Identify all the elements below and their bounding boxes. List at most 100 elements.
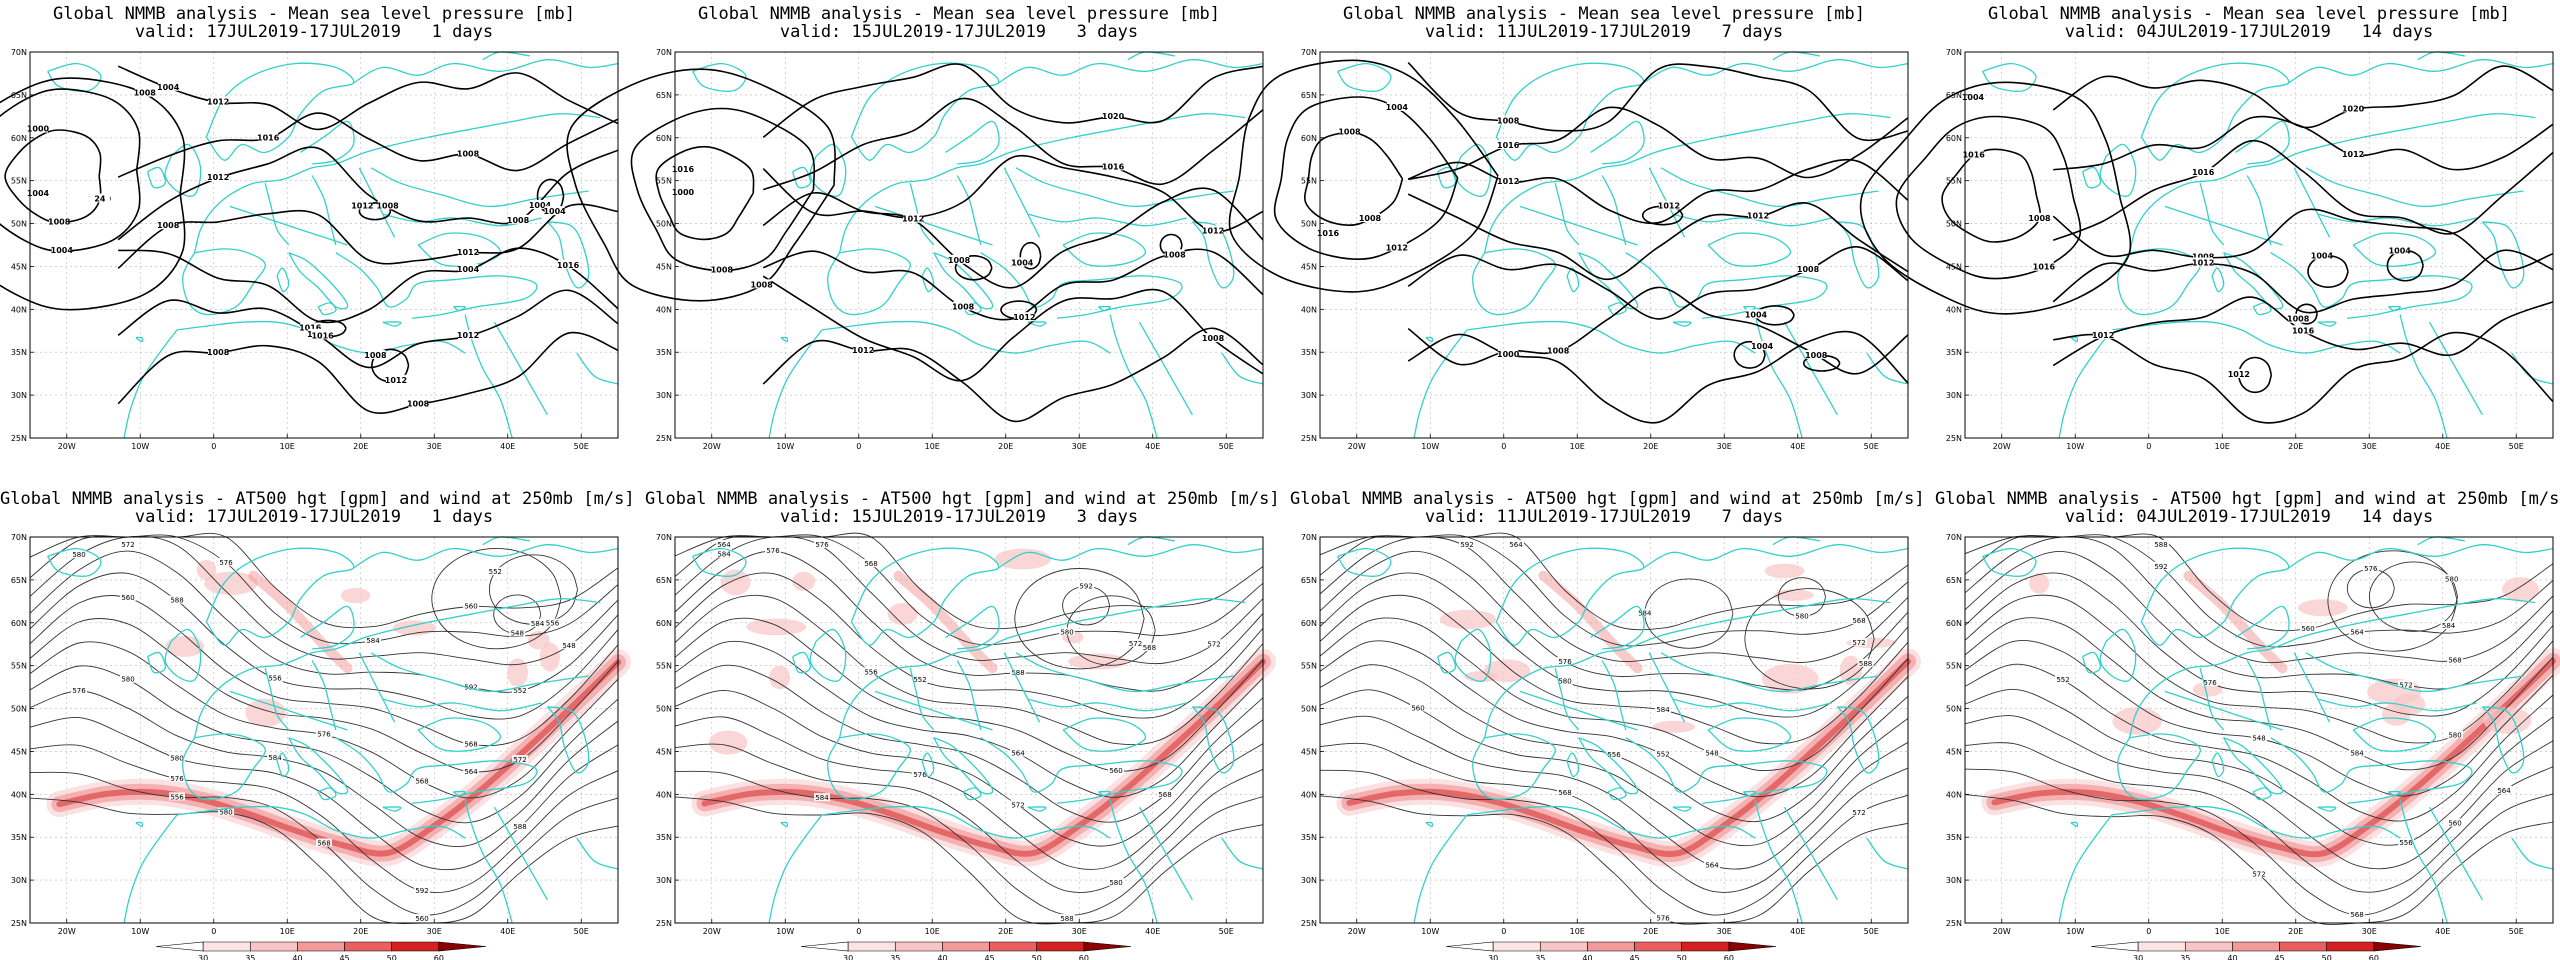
coastline: [464, 799, 513, 924]
plot-area: [30, 52, 618, 438]
label-bg: [765, 546, 781, 555]
isobar-labels: 1008 1012 1016 1008 1016 1012 1012 1008 1008 1000…: [1317, 101, 1828, 360]
label-bg: [1386, 242, 1407, 252]
lat-tick-label: 40N: [1946, 790, 1962, 799]
label-bg: [1059, 914, 1075, 922]
coastline: [146, 651, 167, 674]
lat-tick-label: 50N: [1946, 705, 1962, 714]
isobar-label: 1012: [351, 201, 373, 210]
coastline: [780, 336, 789, 343]
lat-tick-label: 45N: [1301, 262, 1317, 271]
coastline: [1109, 314, 1158, 439]
colorbar-swatch: [800, 941, 849, 952]
coastline: [1483, 113, 1891, 253]
label-bg: [716, 540, 732, 548]
coastline: [1519, 690, 1638, 731]
lon-tick-label: 0: [211, 442, 216, 451]
coastline: [998, 544, 1264, 569]
isobar-label: 1004: [2311, 251, 2334, 260]
lon-tick-label: 50E: [1864, 927, 1879, 936]
isobar-label: 1008: [2028, 214, 2051, 223]
contour-labels: 560 564 568 572 576 580 584 548 552 556 560 564 568 5…: [2055, 540, 2512, 919]
coastline: [2388, 790, 2401, 797]
height-contour: [1319, 617, 1909, 771]
lat-tick-label: 35N: [11, 833, 27, 842]
label-bg: [903, 213, 924, 223]
lat-tick-label: 55N: [11, 662, 27, 671]
coastlines: [47, 51, 619, 439]
colorbar-label: 30: [843, 954, 853, 960]
lat-tick-label: 30N: [1301, 876, 1317, 885]
lon-tick-label: 10W: [2066, 927, 2084, 936]
label-bg: [1557, 676, 1573, 685]
lon-tick-label: 50E: [574, 442, 589, 451]
coastline: [2070, 821, 2079, 828]
coastline: [2111, 805, 2401, 839]
contour-label: 556: [2399, 839, 2413, 847]
lat-tick-label: 35N: [656, 833, 672, 842]
coastline: [123, 329, 178, 439]
jet-band: [1991, 658, 2556, 858]
lat-tick-label: 30N: [656, 391, 672, 400]
height-contour: [1319, 769, 1909, 916]
coastline: [193, 113, 601, 253]
lon-tick-label: 20E: [1643, 442, 1658, 451]
colorbar: 30 35 40 45 50 60: [155, 941, 487, 960]
lon-tick-label: 50E: [1219, 442, 1234, 451]
isobar-label: 1000: [1497, 350, 1520, 359]
coastline: [827, 248, 911, 316]
label-bg: [1606, 750, 1622, 759]
label-bg: [2300, 623, 2316, 632]
colorbar-label: 50: [1677, 954, 1687, 960]
lat-tick-label: 65N: [1301, 91, 1317, 100]
coastline: [827, 733, 911, 801]
panel-mslp-14d: Global NMMB analysis - Mean sea level pr…: [1859, 0, 2560, 470]
label-bg: [2055, 675, 2071, 684]
coastline: [2270, 252, 2473, 319]
isobar: [762, 97, 1264, 191]
coastline: [2117, 248, 2201, 316]
label-bg: [1108, 877, 1124, 886]
coastline: [1472, 248, 1556, 316]
label-bg: [2447, 730, 2463, 739]
panel-subtitle: valid: 15JUL2019-17JUL2019 3 days: [779, 507, 1139, 527]
coastline: [288, 252, 349, 310]
lat-tick-label: 25N: [11, 919, 27, 928]
label-bg: [2193, 251, 2214, 261]
wind-blob: [2297, 599, 2348, 617]
contour-label: 568: [1558, 789, 1571, 797]
contour-label: 564: [464, 768, 478, 776]
isobar-label: 1012: [1386, 243, 1408, 252]
coastline: [2352, 232, 2437, 267]
label-bg: [71, 550, 87, 559]
isobar: [2386, 249, 2424, 282]
label-bg: [28, 187, 48, 197]
coastline: [370, 167, 589, 208]
isobar-label: 1004: [1386, 103, 1409, 112]
coastline: [2399, 314, 2448, 439]
isobar-label: 1004: [1962, 93, 1985, 102]
label-bg: [316, 729, 332, 738]
lat-tick-label: 50N: [1946, 220, 1962, 229]
isobar-labels: 1000100410081012101610081012101610121008…: [27, 81, 580, 408]
panel-title: Global NMMB analysis - AT500 hgt [gpm] a…: [0, 489, 635, 509]
coastline: [956, 175, 982, 246]
contour-label: 568: [464, 740, 477, 748]
label-bg: [1103, 110, 1124, 120]
label-bg: [1798, 264, 1819, 274]
lat-tick-label: 25N: [656, 434, 672, 443]
lon-tick-label: 10W: [1421, 442, 1439, 451]
coastline: [2099, 628, 2137, 682]
isobar-labels: 1016 1012 1008 1020 1016 1012 1012 1008 1008 1012…: [672, 110, 1225, 355]
isobar-label: 1008: [948, 256, 971, 265]
label-bg: [120, 674, 136, 683]
coastline: [1027, 213, 1187, 227]
contour-label: 568: [1158, 791, 1171, 799]
height-contour: [1014, 568, 1145, 670]
coastline: [2511, 837, 2554, 870]
contour-label: 560: [415, 915, 428, 923]
coastline: [1109, 799, 1158, 924]
lon-tick-label: 50E: [574, 927, 589, 936]
label-bg: [2202, 678, 2218, 687]
coastline: [1436, 166, 1457, 189]
